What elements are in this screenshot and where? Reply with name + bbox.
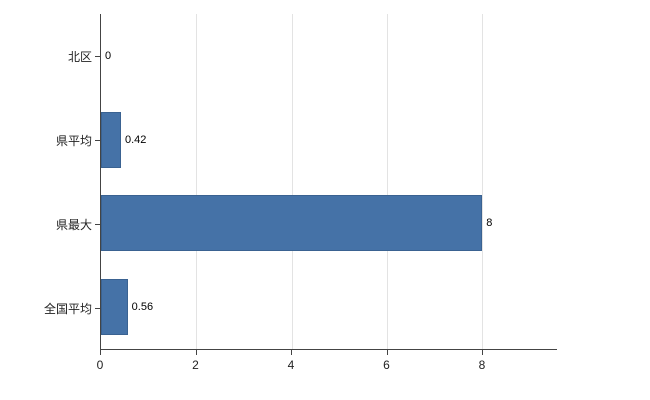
x-axis-tick-label: 4 [287, 358, 295, 372]
x-axis-tick [100, 350, 101, 355]
gridline [386, 14, 388, 349]
x-axis-tick-label: 2 [192, 358, 199, 372]
bar-row: 0.42 [101, 98, 557, 182]
value-label: 0 [105, 49, 112, 62]
category-label: 県平均 [55, 133, 92, 148]
x-axis-tick-label: 0 [96, 358, 104, 372]
x-axis-tick-label: 8 [478, 358, 486, 372]
plot-area: 0 0.42 8 0.56 [100, 14, 557, 350]
value-label: 0.42 [125, 133, 147, 146]
value-label: 8 [486, 217, 493, 230]
x-axis-tick [291, 350, 292, 355]
y-axis: 北区県平均県最大全国平均 [0, 14, 100, 350]
gridline [482, 14, 484, 349]
category-row: 全国平均 [0, 266, 100, 350]
gridline [291, 14, 293, 349]
category-label: 北区 [67, 49, 92, 64]
bar-row: 0.56 [101, 265, 557, 349]
value-label: 0.56 [131, 301, 154, 314]
gridline [196, 14, 198, 349]
bar-row: 0 [101, 14, 557, 98]
bar [101, 111, 121, 168]
category-tick [95, 139, 100, 141]
bar [101, 279, 128, 336]
x-axis-tick [482, 350, 484, 355]
x-axis: 0 2 4 6 8 [96, 350, 557, 400]
category-label: 全国平均 [43, 301, 92, 316]
category-tick [95, 307, 100, 309]
category-row: 県平均 [0, 98, 100, 182]
category-row: 県最大 [0, 182, 100, 266]
category-label: 県最大 [55, 217, 92, 232]
category-tick [95, 223, 100, 225]
x-axis-tick [195, 350, 197, 355]
category-tick [95, 55, 100, 57]
bar [101, 195, 483, 252]
x-axis-tick-label: 6 [383, 358, 390, 372]
x-axis-tick [386, 350, 388, 355]
bar-row: 8 [101, 182, 557, 266]
category-row: 北区 [0, 14, 100, 98]
